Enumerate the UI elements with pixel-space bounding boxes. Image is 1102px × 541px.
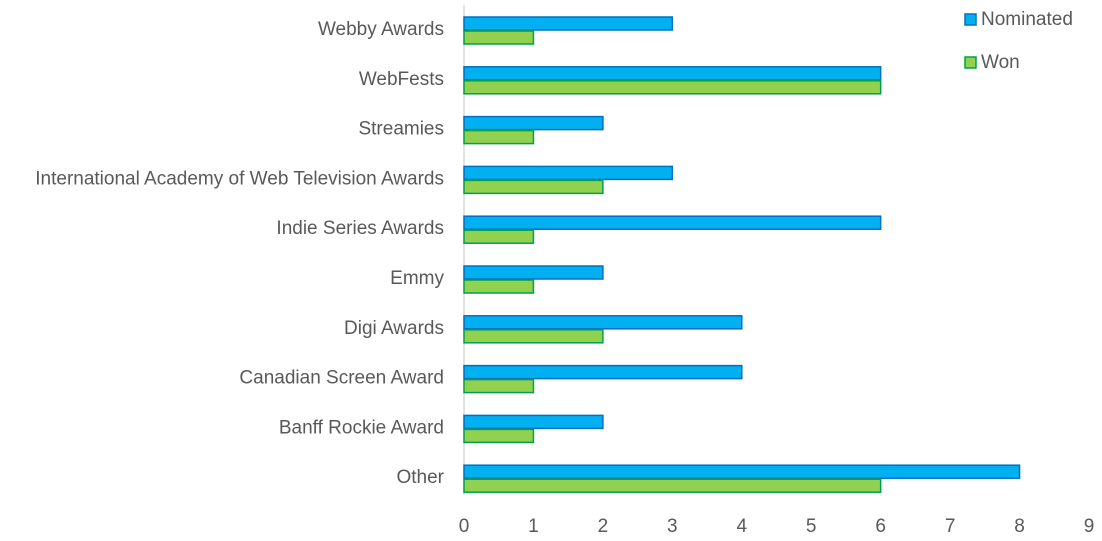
y-tick-label: Digi Awards (344, 318, 444, 339)
y-tick-label: WebFests (359, 69, 444, 90)
bar (463, 229, 535, 244)
x-tick-label: 9 (1084, 516, 1095, 537)
y-tick-label: Webby Awards (318, 19, 444, 40)
bar (463, 478, 882, 493)
bar (463, 329, 604, 344)
bar (463, 80, 882, 95)
x-tick-label: 0 (459, 516, 470, 537)
legend-label: Nominated (981, 9, 1073, 30)
y-tick-label: Streamies (358, 119, 444, 140)
bar (463, 129, 535, 145)
x-tick-label: 4 (736, 516, 747, 537)
legend-swatch (964, 13, 977, 26)
bar (463, 16, 674, 31)
bar (463, 165, 674, 181)
x-tick-label: 7 (945, 516, 956, 537)
bar (463, 265, 604, 280)
y-tick-label: Canadian Screen Award (239, 368, 444, 389)
y-tick-label: Indie Series Awards (276, 218, 444, 239)
legend-label: Won (981, 52, 1020, 73)
bar (463, 279, 535, 294)
bar (463, 215, 882, 230)
x-tick-label: 1 (528, 516, 539, 537)
bar (463, 115, 604, 131)
x-tick-label: 2 (598, 516, 609, 537)
x-tick-label: 8 (1014, 516, 1025, 537)
bar (463, 30, 535, 45)
x-tick-label: 3 (667, 516, 678, 537)
bar (463, 414, 604, 430)
y-tick-label: Other (396, 467, 444, 488)
bar (463, 315, 743, 330)
bar (463, 66, 882, 81)
x-tick-label: 6 (875, 516, 886, 537)
bar (463, 464, 1021, 479)
x-tick-label: 5 (806, 516, 817, 537)
bar (463, 179, 604, 195)
bar (463, 428, 535, 444)
bar (463, 378, 535, 394)
y-tick-label: Emmy (390, 268, 444, 289)
legend-swatch (964, 56, 977, 69)
y-tick-label: International Academy of Web Television … (35, 168, 444, 189)
bar (463, 364, 743, 380)
y-tick-label: Banff Rockie Award (279, 417, 444, 438)
